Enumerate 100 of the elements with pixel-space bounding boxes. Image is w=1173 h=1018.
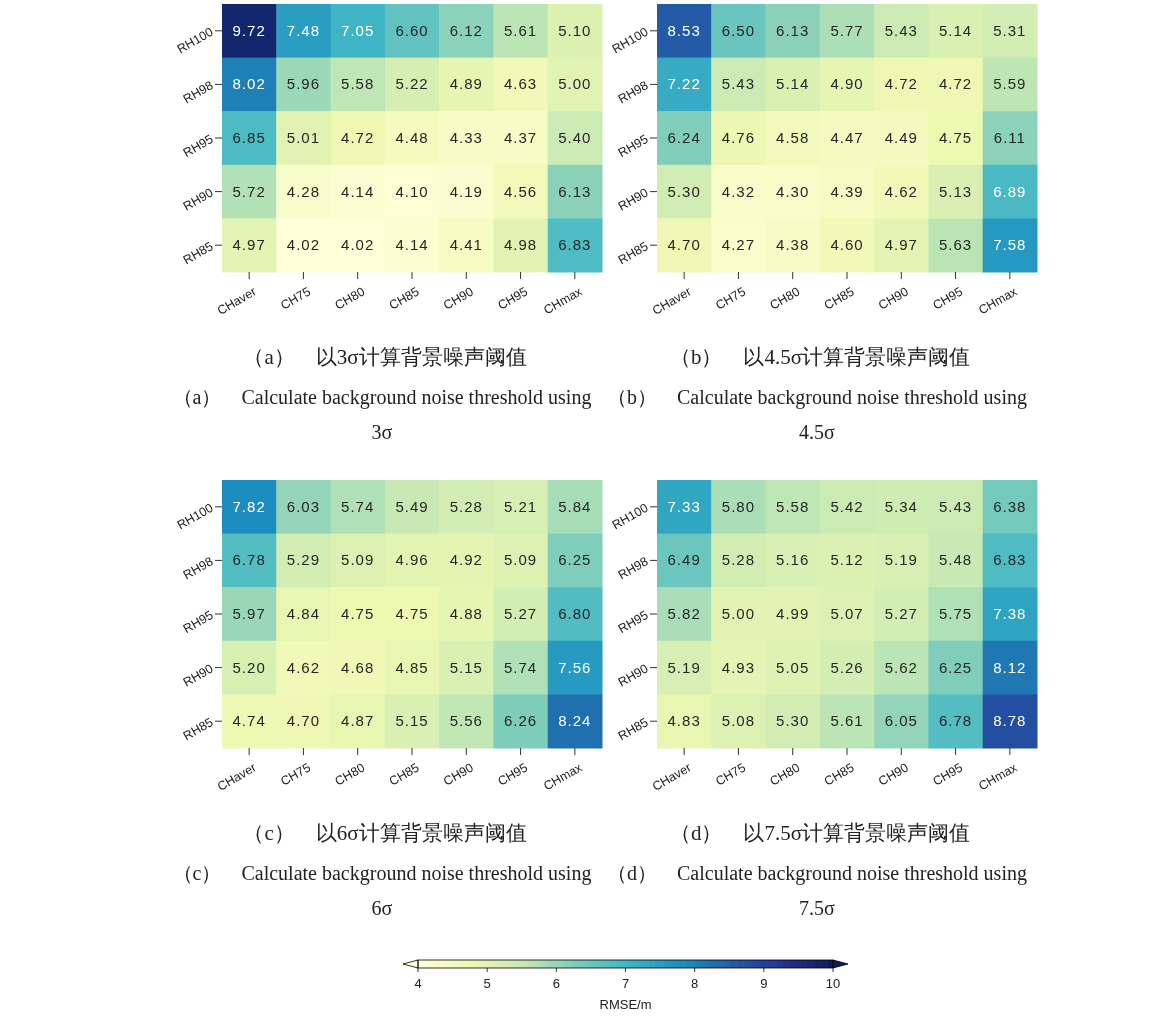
data-label: 7.38 [993,605,1027,622]
data-label: 4.93 [721,658,756,676]
data-label: 5.31 [993,21,1027,39]
data-label: 5.21 [503,497,538,515]
data-label: 4.96 [395,551,429,569]
data-label: 5.05 [776,658,810,676]
data-label: 4.70 [286,712,321,730]
text: （c） 以6σ计算背景噪声阈值 [242,820,528,847]
data-label: 5.08 [721,712,756,730]
data-label: 5.48 [938,551,973,569]
data-label: 4.72 [884,75,918,93]
data-label: 5.62 [884,658,918,676]
data-label: 4.58 [776,129,810,146]
data-label: 6.80 [558,605,592,622]
data-label: 4.76 [721,129,756,146]
data-label: 5.43 [721,75,756,93]
data-label: 6.50 [721,21,756,39]
data-label: 4.75 [395,605,429,622]
text: （a） Calculate background noise threshold using 3σ [171,385,593,445]
data-label: 4.19 [449,182,483,200]
data-label: 4.37 [503,129,538,146]
data-label: 4.49 [884,129,918,146]
data-label: 5.42 [830,497,864,515]
data-label: 6.85 [232,129,266,146]
data-label: 5.19 [667,658,701,676]
color-bar-label: 8 [691,976,699,991]
data-label: 5.14 [938,21,973,39]
data-label: 4.48 [395,129,429,146]
data-label: 4.90 [830,75,864,93]
data-label: 5.97 [232,605,266,622]
x-tick-label: CH80 [767,284,803,313]
data-label: 5.19 [884,551,918,569]
data-label: 5.27 [503,605,538,622]
data-label: 5.61 [830,712,864,730]
data-label: 7.82 [232,497,266,515]
text: （d） 以7.5σ计算背景噪声阈值 [668,820,972,847]
data-label: 5.09 [341,551,375,569]
data-label: 4.10 [395,182,429,200]
data-label: 6.12 [449,21,483,39]
data-label: 9.72 [232,21,266,39]
data-label: 4.89 [449,75,483,93]
data-label: 5.40 [558,129,592,146]
data-label: 4.14 [395,236,429,254]
data-label: 5.14 [776,75,810,93]
data-label: 5.75 [938,605,973,622]
color-bar-label: 4 [414,976,422,991]
data-label: 5.28 [449,497,483,515]
text: （c） Calculate background noise threshold using 6σ [171,861,593,921]
text: （d） Calculate background noise threshold using 7.5σ [606,861,1028,921]
data-label: 6.25 [558,551,592,569]
text: （b） Calculate background noise threshold using 4.5σ [606,385,1028,445]
data-label: 4.72 [341,129,375,146]
data-label: 7.05 [341,21,375,39]
data-label: 4.98 [503,236,538,254]
data-label: 5.59 [993,75,1027,93]
text: （b） 以4.5σ计算背景噪声阈值 [668,344,972,371]
data-label: 4.84 [286,605,321,622]
data-label: 6.05 [884,712,918,730]
data-label: 5.58 [341,75,375,93]
data-label: 4.02 [286,236,321,254]
data-label: 4.30 [776,182,810,200]
x-tick-label: CH80 [332,284,368,313]
data-label: 4.83 [667,712,701,730]
x-tick-label: CH80 [332,760,368,789]
data-label: 5.96 [286,75,321,93]
data-label: 4.02 [341,236,375,254]
data-label: 5.49 [395,497,429,515]
data-label: 5.84 [558,497,592,515]
data-label: 7.33 [667,497,701,515]
data-label: 5.56 [449,712,483,730]
data-label: 5.43 [938,497,973,515]
data-label: 6.78 [938,712,973,730]
data-label: 6.03 [286,497,321,515]
data-label: 5.30 [667,182,701,200]
data-label: 4.41 [449,236,483,254]
data-label: 4.75 [938,129,973,146]
data-label: 4.99 [776,605,810,622]
data-label: 8.12 [993,658,1027,676]
data-label: 5.16 [776,551,810,569]
data-label: 6.25 [938,658,973,676]
color-bar-label: 6 [552,976,560,991]
data-label: 5.07 [830,605,864,622]
data-label: 5.13 [938,182,973,200]
color-bar-label: 5 [483,976,491,991]
color-bar-label: 9 [760,976,768,991]
data-label: 8.53 [667,21,701,39]
data-label: 5.43 [884,21,918,39]
data-label: 5.28 [721,551,756,569]
data-label: 4.97 [884,236,918,254]
color-bar-title: RMSE/m [599,997,652,1012]
data-label: 5.80 [721,497,756,515]
data-label: 6.13 [558,182,592,200]
data-label: 4.85 [395,658,429,676]
data-label: 4.74 [232,712,266,730]
text: （a） 以3σ计算背景噪声阈值 [242,344,528,371]
data-label: 6.11 [993,129,1026,146]
data-label: 5.15 [395,712,429,730]
data-label: 4.92 [449,551,483,569]
data-label: 5.74 [503,658,538,676]
data-label: 4.14 [341,182,375,200]
